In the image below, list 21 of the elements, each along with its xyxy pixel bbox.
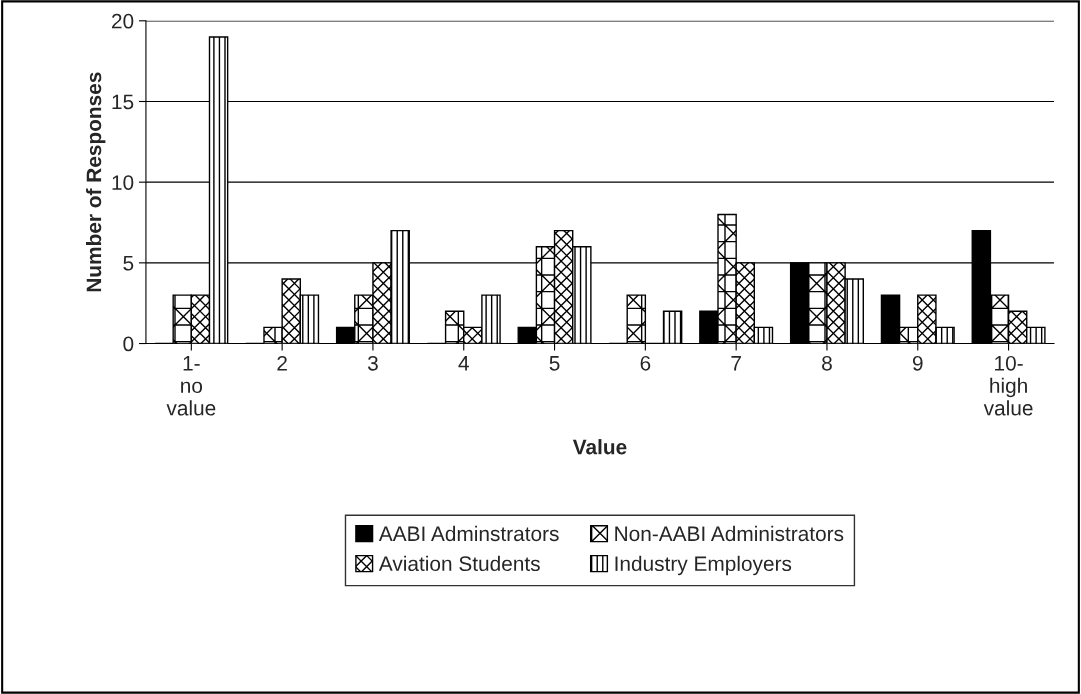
y-tick-label: 10 <box>112 175 134 190</box>
x-tick-label: 8 <box>822 355 832 371</box>
y-tick-label: 0 <box>123 336 134 352</box>
x-tick-label: 10-high value <box>983 355 1033 416</box>
y-tick-label: 20 <box>112 13 134 29</box>
x-tick-label: 3 <box>367 355 378 371</box>
legend-label: Aviation Students <box>378 555 540 572</box>
x-tick-label: 1-no value <box>166 356 216 416</box>
x-tick-label: 9 <box>912 355 923 371</box>
legend-label: Industry Employers <box>615 555 792 576</box>
x-tick-label: 5 <box>549 356 560 371</box>
legend-label: Non-AABI Administrators <box>615 525 844 542</box>
y-axis-title: Number of Responses <box>85 72 106 292</box>
x-tick-label: 6 <box>640 355 651 371</box>
legend-label: AABI Adminstrators <box>378 525 559 542</box>
y-tick-label: 5 <box>123 256 134 271</box>
x-tick-label: 2 <box>277 355 287 371</box>
x-axis-title: Value <box>572 439 627 455</box>
x-tick-label: 7 <box>731 356 741 371</box>
y-tick-label: 15 <box>112 94 134 110</box>
x-tick-label: 4 <box>458 356 469 371</box>
